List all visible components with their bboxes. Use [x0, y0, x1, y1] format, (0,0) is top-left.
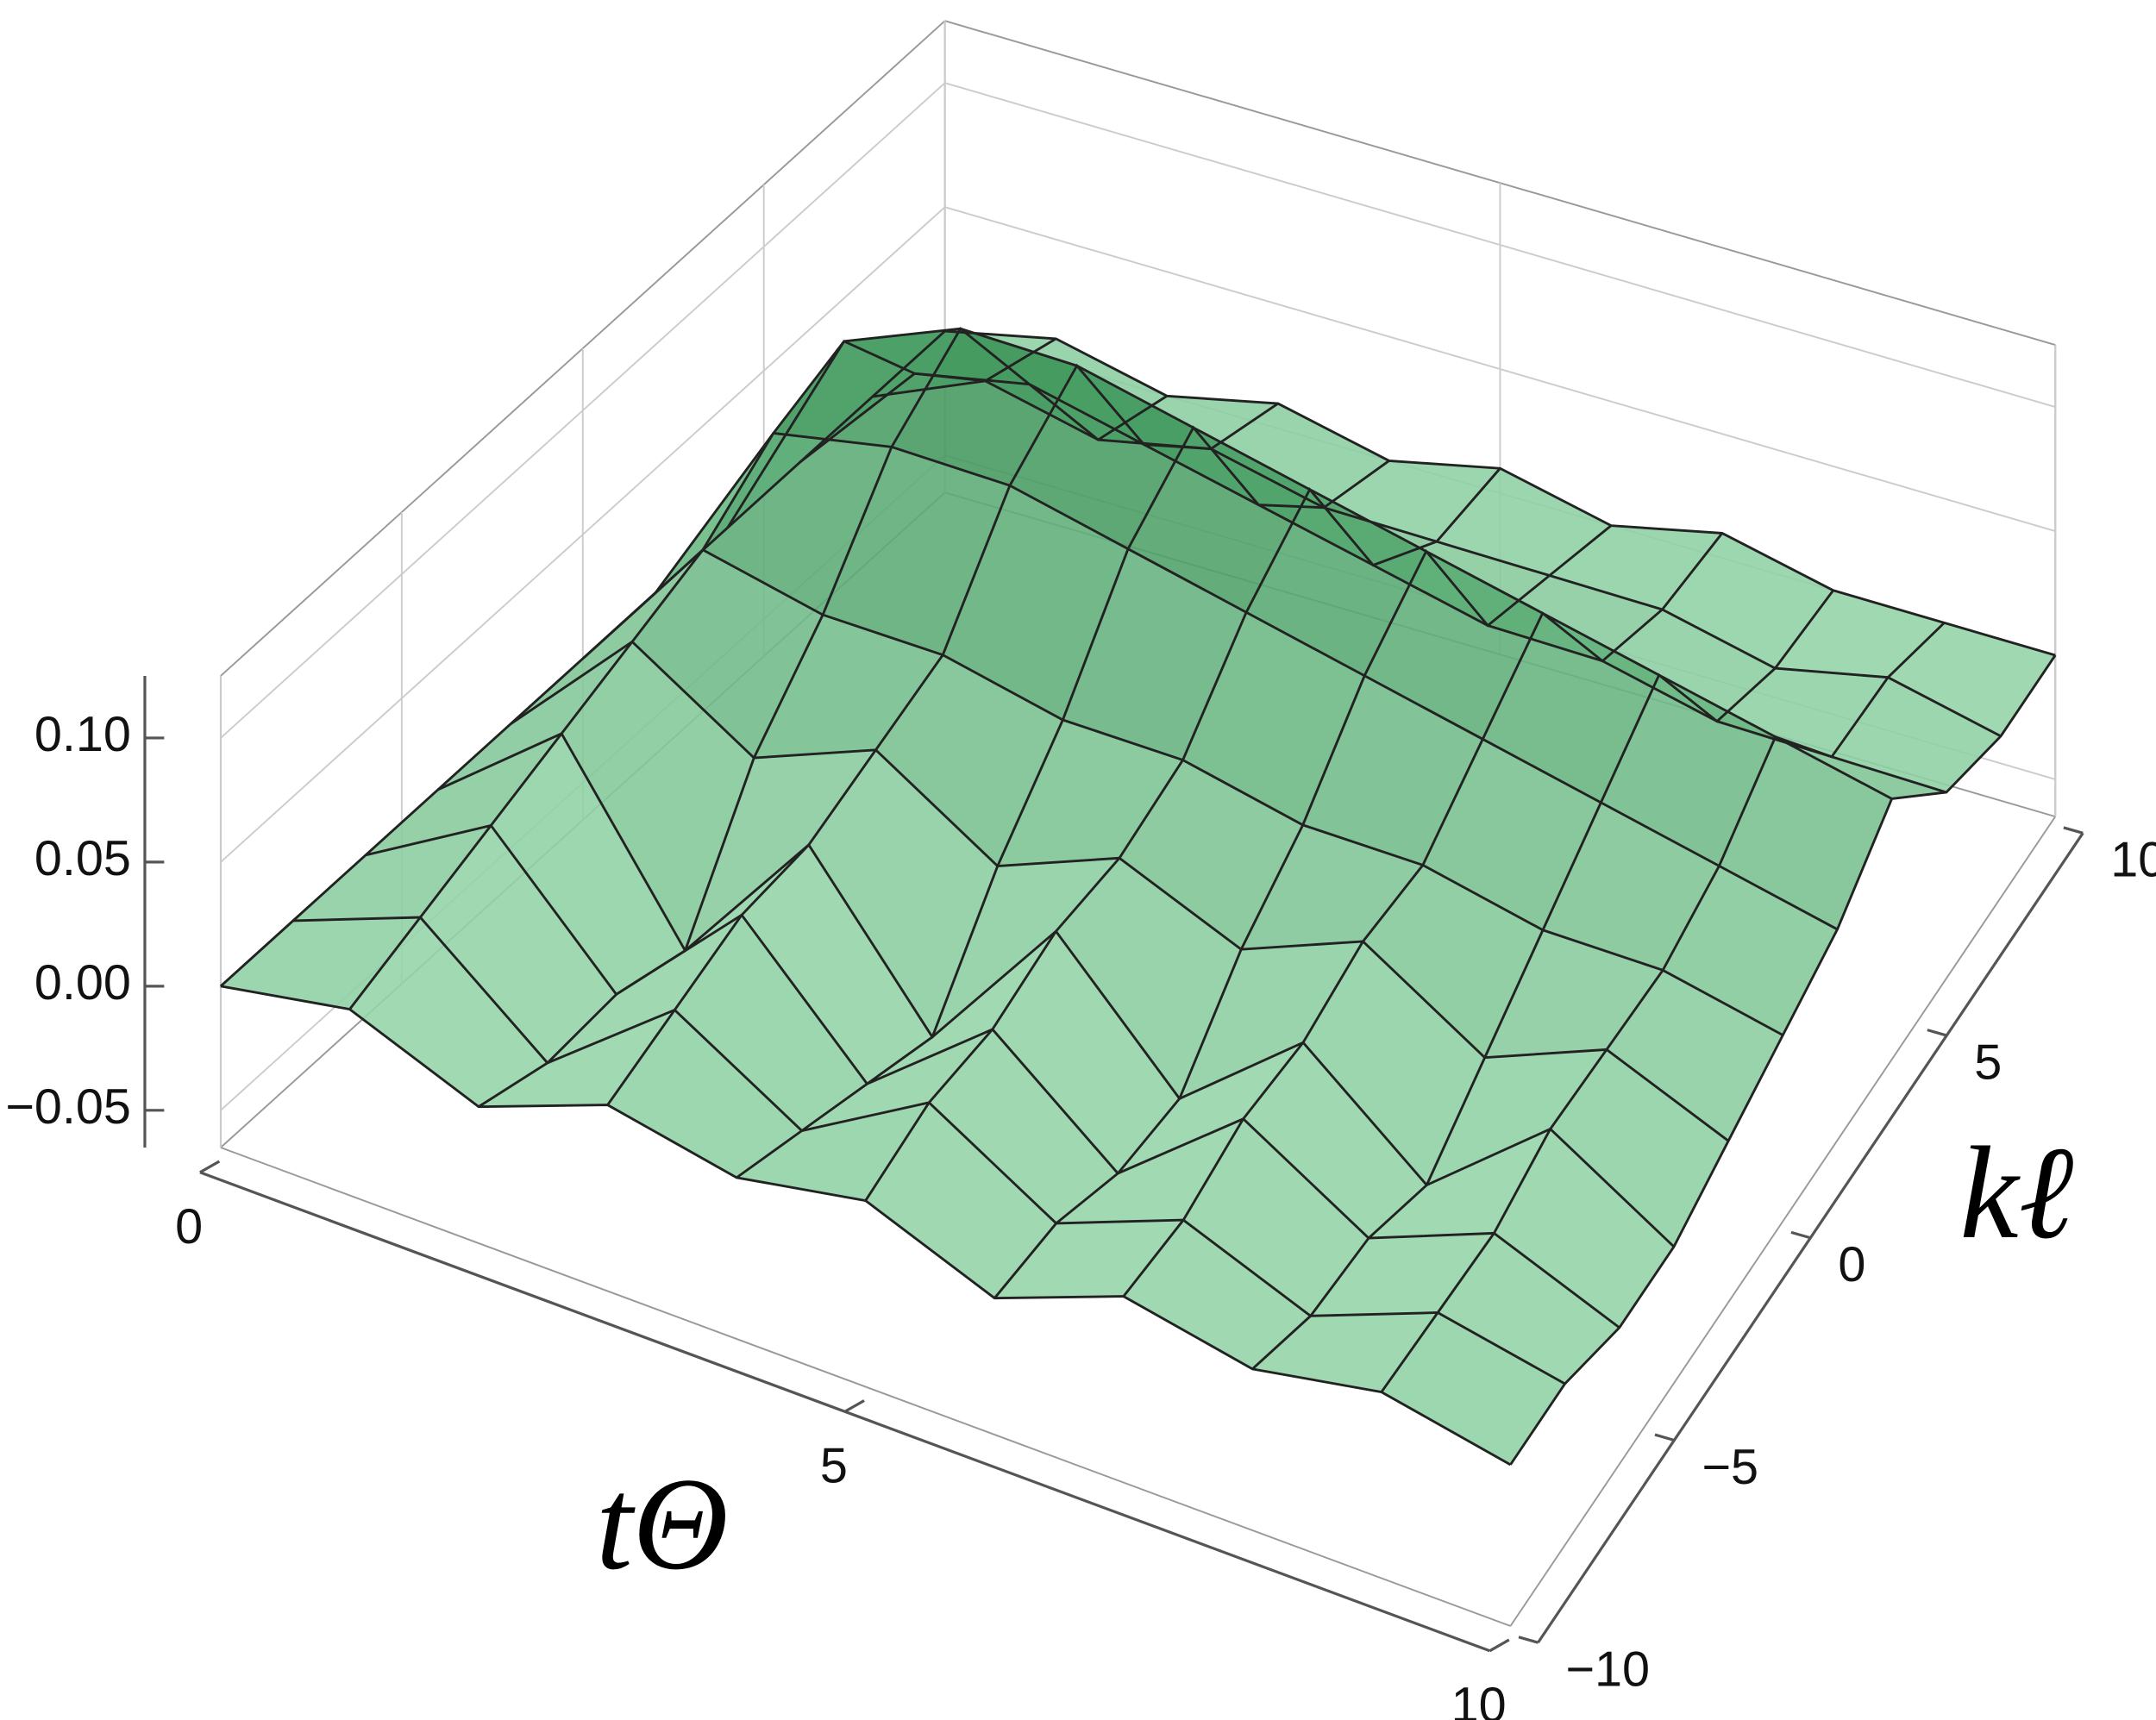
- y-tick: [1790, 1230, 1811, 1240]
- y-tick: [1654, 1433, 1675, 1442]
- mesh-line: [606, 363, 1279, 1106]
- y-tick-label: −10: [1565, 1642, 1650, 1698]
- y-tick: [1518, 1636, 1539, 1644]
- mesh: [219, 327, 2057, 1467]
- x-tick: [1489, 1638, 1510, 1653]
- y-tick: [1927, 1029, 1947, 1037]
- mesh-line: [1122, 532, 1724, 1298]
- x-tick-label: 5: [820, 1439, 848, 1494]
- mesh-line: [348, 337, 1057, 1010]
- mesh-line: [993, 524, 1613, 1299]
- mesh-line: [1380, 622, 1946, 1393]
- mesh-line: [1509, 654, 2057, 1466]
- box-edge: [220, 1147, 1511, 1627]
- mesh-line: [1251, 589, 1834, 1370]
- z-tick-label: 0.00: [34, 955, 131, 1010]
- mesh-line: [478, 327, 1168, 1108]
- y-tick-label: 5: [1974, 1035, 2002, 1090]
- x-tick: [199, 1160, 221, 1174]
- x-tick-label: 0: [175, 1199, 203, 1254]
- surface: [219, 328, 2057, 1466]
- mesh-line: [219, 330, 946, 987]
- x-tick: [843, 1399, 865, 1413]
- y-tick-label: −5: [1702, 1440, 1758, 1495]
- y-axis-label: kℓ: [1959, 1120, 2073, 1267]
- y-tick: [2063, 826, 2084, 835]
- z-tick-label: −0.05: [5, 1079, 131, 1135]
- y-tick-label: 0: [1838, 1237, 1865, 1292]
- box-edge: [1509, 816, 2057, 1627]
- x-axis-label: tΘ: [596, 1451, 729, 1598]
- mesh-line: [736, 425, 1390, 1179]
- x-tick-label: 10: [1451, 1678, 1507, 1720]
- y-tick-label: 10: [2110, 833, 2156, 888]
- z-tick-label: 0.05: [34, 831, 131, 886]
- z-tick-label: 0.10: [34, 707, 131, 762]
- mesh-line: [864, 467, 1501, 1202]
